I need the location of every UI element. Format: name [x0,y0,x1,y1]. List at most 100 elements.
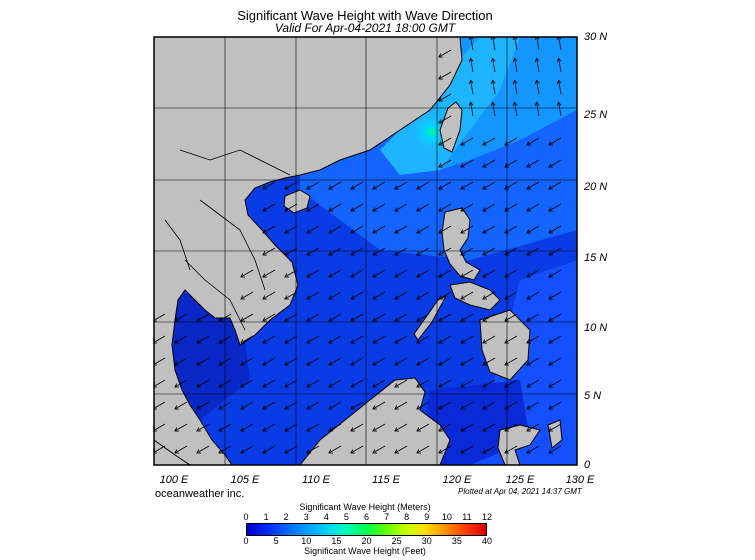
land-mainland [154,37,463,465]
colorbar-meters-tick: 12 [481,512,492,522]
wave-arrow-head [394,185,399,190]
plotted-timestamp: Plotted at Apr 04, 2021 14:37 GMT [458,487,582,496]
wave-arrow [482,269,496,278]
lon-label-125: 125 E [505,474,535,486]
wave-arrow-head [306,405,311,410]
wave-arrow-head [174,405,179,410]
wave-arrow [504,401,518,410]
wave-arrow-head [490,79,496,85]
wave-arrow-head [512,57,518,63]
wave-arrow [154,357,166,365]
wave-arrow-head [218,427,223,432]
wave-arrow [240,379,254,388]
wave-arrow [438,71,452,80]
wave-arrow-head [174,427,179,432]
wave-arrow-head [372,405,377,410]
wave-arrow [460,313,474,322]
wave-arrow [470,80,474,95]
wave-arrow [306,269,320,278]
wave-arrow-head [438,251,443,256]
wave-arrow [416,181,430,190]
wave-arrow-head [174,449,179,454]
wave-arrow-head [482,339,487,344]
wave-arrow-head [468,79,474,85]
wave-arrow [394,401,408,410]
wave-arrow [306,423,320,432]
wave-arrow [504,269,518,278]
wave-arrow-head [460,229,465,234]
wave-arrow [514,37,518,51]
wave-arrow [154,379,166,387]
wave-arrow [196,335,210,344]
wave-arrow [460,269,474,278]
wave-arrow-head [526,339,531,344]
wave-arrow-head [416,405,421,410]
wave-arrow-head [306,229,311,234]
wave-arrow-head [218,361,223,366]
wave-arrow [262,291,276,300]
wave-arrow [284,247,298,256]
wave-arrow [438,49,452,58]
wave-arrow [526,335,540,344]
wave-arrow [460,379,474,388]
wave-arrow-head [372,427,377,432]
wave-arrow-head [534,37,540,41]
wave-arrow [218,423,232,432]
wave-arrow [438,247,452,256]
wave-arrow-head [284,207,289,212]
wave-arrow-head [438,207,443,212]
wave-arrow-head [482,317,487,322]
colorbar-feet-tick: 20 [361,536,372,546]
wave-arrow-head [482,383,487,388]
wave-arrow [372,335,386,344]
wave-arrow [482,401,496,410]
wave-arrow-head [350,229,355,234]
wave-arrow [482,313,496,322]
wave-arrow-head [306,361,311,366]
wave-arrow-head [504,185,509,190]
wave-arrow [372,423,386,432]
wave-arrow-head [460,361,465,366]
wave-arrow-head [262,207,267,212]
wave-arrow-head [262,427,267,432]
wave-arrow [514,58,518,73]
colorbar-meters-tick: 8 [404,512,410,522]
wave-arrow-head [548,383,553,388]
wave-arrow [240,269,254,278]
wave-arrow [394,313,408,322]
wave-arrow-head [196,405,201,410]
colorbar-feet-tick: 30 [421,536,432,546]
wave-arrow [536,58,540,73]
wave-arrow [460,203,474,212]
wave-arrow [262,313,276,322]
wave-arrow [482,445,496,454]
wave-arrow-head [468,57,474,63]
colorbar-feet-tick: 25 [391,536,402,546]
wave-arrow [548,225,562,234]
wave-arrow-head [372,207,377,212]
wave-arrow [350,225,364,234]
wave-arrow-head [512,79,518,85]
wave-arrow-head [328,251,333,256]
wave-arrow-head [262,339,267,344]
wave-arrow [548,291,562,300]
wave-arrow-head [284,317,289,322]
wave-arrow-head [504,339,509,344]
wave-arrow [470,37,474,51]
wave-arrow-head [512,37,518,41]
wave-arrow [514,80,518,95]
wave-arrow-head [306,449,311,454]
lat-label-0: 0 [584,459,591,471]
wave-arrow-head [350,361,355,366]
wave-arrow [284,291,298,300]
wave-arrow [350,181,364,190]
wave-arrow [438,181,452,190]
wave-arrow [350,445,364,454]
wave-arrow [154,445,166,453]
wave-arrow [504,313,518,322]
land-sumatra [154,439,191,465]
wave-arrow [548,313,562,322]
wave-arrow-head [556,57,562,63]
wave-arrow-head [460,185,465,190]
